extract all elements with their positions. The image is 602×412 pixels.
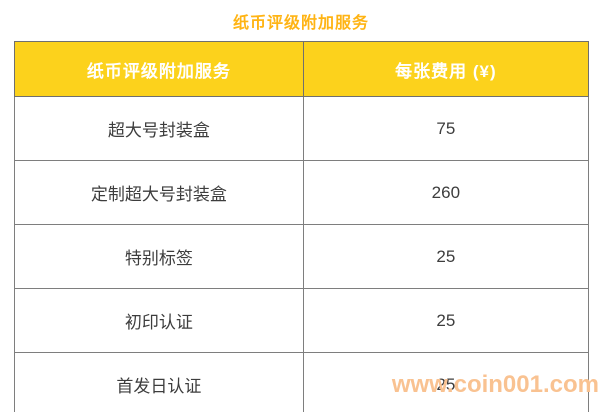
fee-value-cell: 25 xyxy=(302,352,590,412)
table-row: 初印认证 25 xyxy=(14,288,590,353)
service-name-cell: 初印认证 xyxy=(14,288,304,353)
service-name-cell: 首发日认证 xyxy=(14,352,304,412)
table-row: 超大号封装盒 75 xyxy=(14,96,590,161)
fee-value-cell: 25 xyxy=(302,224,590,289)
fee-value-cell: 75 xyxy=(302,96,590,161)
fee-value-cell: 260 xyxy=(302,160,590,225)
table-row: 特别标签 25 xyxy=(14,224,590,289)
service-name-cell: 定制超大号封装盒 xyxy=(14,160,304,225)
service-name-cell: 特别标签 xyxy=(14,224,304,289)
table-row: 首发日认证 25 xyxy=(14,352,590,412)
fee-table: 纸币评级附加服务 每张费用 (¥) 超大号封装盒 75 定制超大号封装盒 260… xyxy=(14,41,590,412)
page-title: 纸币评级附加服务 xyxy=(232,15,369,32)
header-service-column: 纸币评级附加服务 xyxy=(14,41,304,97)
service-name-cell: 超大号封装盒 xyxy=(14,96,304,161)
fee-value-cell: 25 xyxy=(302,288,590,353)
header-fee-column: 每张费用 (¥) xyxy=(302,41,590,97)
table-row: 定制超大号封装盒 260 xyxy=(14,160,590,225)
table-header-row: 纸币评级附加服务 每张费用 (¥) xyxy=(14,41,590,97)
